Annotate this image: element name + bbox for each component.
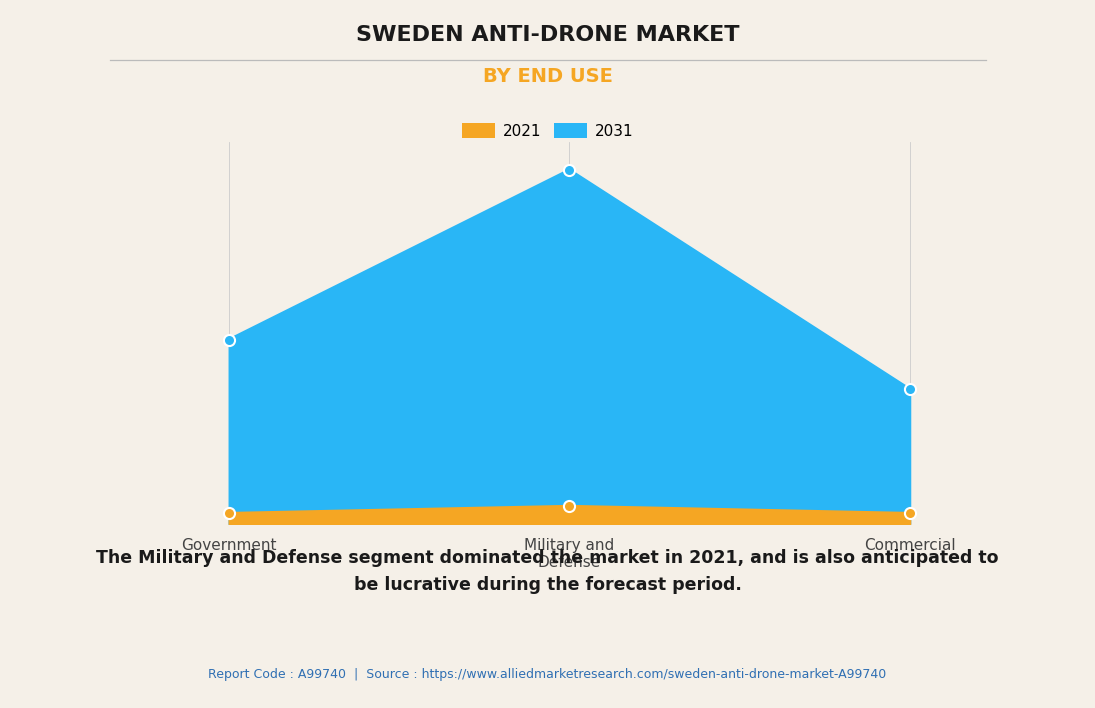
Text: Report Code : A99740  |  Source : https://www.alliedmarketresearch.com/sweden-an: Report Code : A99740 | Source : https://… (208, 668, 887, 681)
Text: BY END USE: BY END USE (483, 67, 612, 86)
Legend: 2021, 2031: 2021, 2031 (456, 118, 639, 145)
Text: SWEDEN ANTI-DRONE MARKET: SWEDEN ANTI-DRONE MARKET (356, 25, 739, 45)
Text: The Military and Defense segment dominated the market in 2021, and is also antic: The Military and Defense segment dominat… (96, 549, 999, 595)
